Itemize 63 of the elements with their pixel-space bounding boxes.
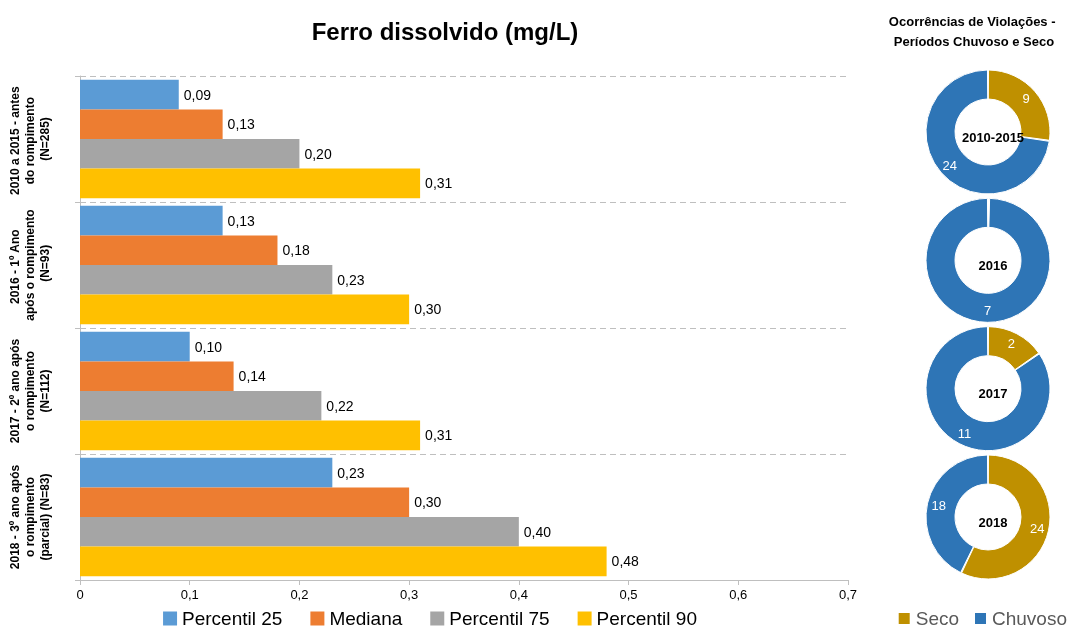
x-tick-label: 0,4: [509, 587, 528, 602]
legend-label: Mediana: [329, 608, 403, 629]
data-label: 9: [1022, 91, 1030, 107]
bar: [80, 265, 333, 295]
x-tick-label: 0,7: [838, 587, 857, 602]
data-label: 24: [942, 157, 958, 173]
data-label: 0,13: [227, 116, 256, 133]
x-tick-label: 0,1: [180, 587, 199, 602]
data-label: 18: [931, 498, 946, 514]
bar: [80, 168, 421, 199]
bar: [80, 546, 607, 577]
y-tick-label: 2017 - 2º ano após o rompimento (N=112): [7, 338, 52, 444]
legend-label: Percentil 25: [182, 608, 283, 629]
bar: [80, 235, 278, 265]
x-tick-label: 0,5: [619, 587, 638, 602]
data-label: 0,30: [414, 494, 442, 511]
y-tick-label: 2018 - 3º ano após o rompimento (parcial) (N=83): [7, 464, 52, 570]
data-label: 0,09: [183, 86, 212, 103]
x-tick-label: 0,6: [729, 587, 748, 602]
bar: [80, 361, 234, 391]
data-label: 0,30: [414, 301, 442, 318]
x-tick-label: 0,3: [400, 587, 419, 602]
slice-label: 2016: [978, 257, 1008, 273]
legend-label: Seco: [915, 608, 960, 629]
bar: [80, 487, 410, 517]
data-label: 0,31: [425, 175, 453, 192]
bar: [80, 294, 410, 325]
data-label: 0,31: [425, 427, 453, 444]
data-label: 0,23: [337, 464, 365, 481]
chart-title: Ocorrências de Violações - Períodos Chuvoso e Seco: [888, 13, 1060, 49]
slice-label: 2017: [978, 386, 1008, 402]
legend-label: Percentil 75: [449, 608, 550, 629]
bar: [80, 139, 300, 169]
bar: [80, 331, 190, 362]
data-label: 11: [957, 425, 972, 441]
slice-label: 2018: [978, 514, 1008, 530]
bar: [80, 109, 223, 139]
legend-label: Percentil 90: [596, 608, 697, 629]
x-tick-label: 0,2: [290, 587, 309, 602]
slice-label: 2010-2015: [961, 129, 1025, 145]
data-label: 7: [983, 303, 992, 319]
data-label: 0,22: [326, 397, 354, 414]
data-label: 2: [1007, 336, 1016, 352]
bar: [80, 79, 179, 110]
data-label: 24: [1030, 520, 1045, 536]
data-label: 0,10: [194, 338, 223, 355]
bar: [80, 457, 333, 488]
data-label: 0,23: [337, 271, 365, 288]
data-label: 0,40: [523, 523, 552, 540]
y-tick-label: 2016 - 1º Ano após o rompimento (N=93): [7, 209, 52, 321]
y-tick-label: 2010 a 2015 - antes do rompimento (N=285): [7, 82, 52, 196]
bar: [80, 205, 223, 236]
bar: [80, 517, 519, 547]
data-label: 0,48: [611, 553, 640, 570]
chart-title: Ferro dissolvido (mg/L): [311, 17, 579, 45]
data-label: 0,20: [304, 145, 332, 162]
bar: [80, 391, 322, 421]
data-label: 0,18: [282, 242, 310, 259]
data-label: 0,14: [238, 368, 267, 385]
legend-label: Chuvoso: [992, 608, 1068, 629]
data-label: 0,13: [227, 212, 256, 229]
x-tick-label: 0: [76, 587, 84, 602]
bar: [80, 420, 421, 451]
